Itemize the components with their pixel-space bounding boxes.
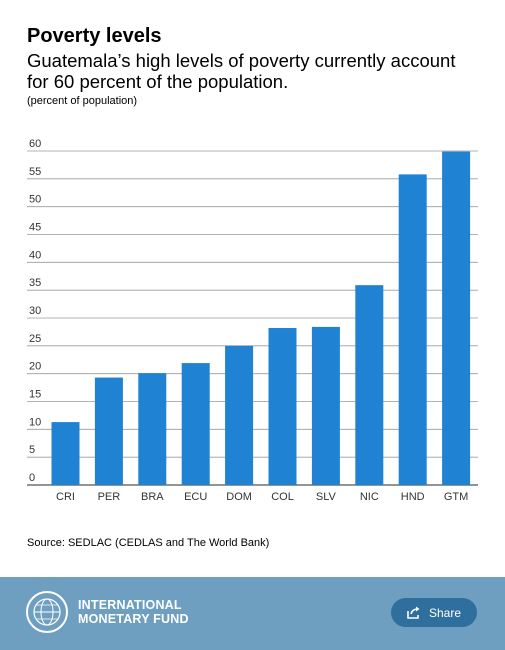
y-tick-label: 25 bbox=[29, 333, 41, 345]
org-line-1: INTERNATIONAL bbox=[78, 598, 182, 612]
x-tick-label: DOM bbox=[226, 491, 252, 503]
source-note: Source: SEDLAC (CEDLAS and The World Ban… bbox=[27, 537, 270, 549]
bar-ecu bbox=[181, 363, 210, 485]
bar-per bbox=[94, 377, 123, 485]
x-tick-label: HND bbox=[401, 491, 425, 503]
y-tick-label: 15 bbox=[29, 389, 41, 401]
x-tick-label: SLV bbox=[316, 491, 337, 503]
y-tick-label: 5 bbox=[29, 444, 35, 456]
y-tick-label: 0 bbox=[29, 472, 35, 484]
x-tick-label: CRI bbox=[56, 491, 75, 503]
x-tick-label: PER bbox=[98, 491, 121, 503]
x-tick-label: NIC bbox=[360, 491, 379, 503]
bar-cri bbox=[51, 422, 80, 485]
y-tick-label: 60 bbox=[29, 138, 41, 150]
chart-subtitle: Guatemala’s high levels of poverty curre… bbox=[27, 50, 456, 92]
footer-bar: INTERNATIONAL MONETARY FUND Share bbox=[0, 577, 505, 650]
org-line-2: MONETARY FUND bbox=[78, 612, 189, 626]
y-tick-label: 30 bbox=[29, 305, 41, 317]
share-button[interactable]: Share bbox=[391, 598, 477, 627]
x-tick-label: BRA bbox=[141, 491, 164, 503]
bar-nic bbox=[355, 285, 384, 485]
y-tick-label: 50 bbox=[29, 194, 41, 206]
bar-slv bbox=[311, 326, 340, 485]
share-label: Share bbox=[428, 605, 462, 620]
y-tick-label: 20 bbox=[29, 361, 41, 373]
y-tick-label: 45 bbox=[29, 222, 41, 234]
imf-wordmark: INTERNATIONAL MONETARY FUND bbox=[78, 598, 189, 626]
bar-chart: 0 5 10 15 20 25 30 35 40 45 50 55 60 CRI PER BRA ECU DOM C… bbox=[27, 138, 478, 503]
unit-note: (percent of population) bbox=[27, 95, 138, 107]
y-tick-label: 55 bbox=[29, 166, 41, 178]
bar-hnd bbox=[398, 174, 427, 485]
bar-bra bbox=[138, 373, 167, 485]
x-tick-label: ECU bbox=[184, 491, 207, 503]
y-tick-label: 40 bbox=[29, 249, 41, 261]
share-arrow-icon bbox=[407, 606, 420, 619]
bar-dom bbox=[225, 345, 254, 485]
imf-seal-icon bbox=[26, 591, 68, 633]
y-tick-label: 10 bbox=[29, 416, 41, 428]
chart-title: Poverty levels bbox=[27, 25, 162, 47]
x-tick-label: GTM bbox=[444, 491, 468, 503]
bar-col bbox=[268, 328, 297, 485]
bar-gtm bbox=[442, 151, 471, 485]
x-tick-label: COL bbox=[271, 491, 294, 503]
y-tick-label: 35 bbox=[29, 277, 41, 289]
